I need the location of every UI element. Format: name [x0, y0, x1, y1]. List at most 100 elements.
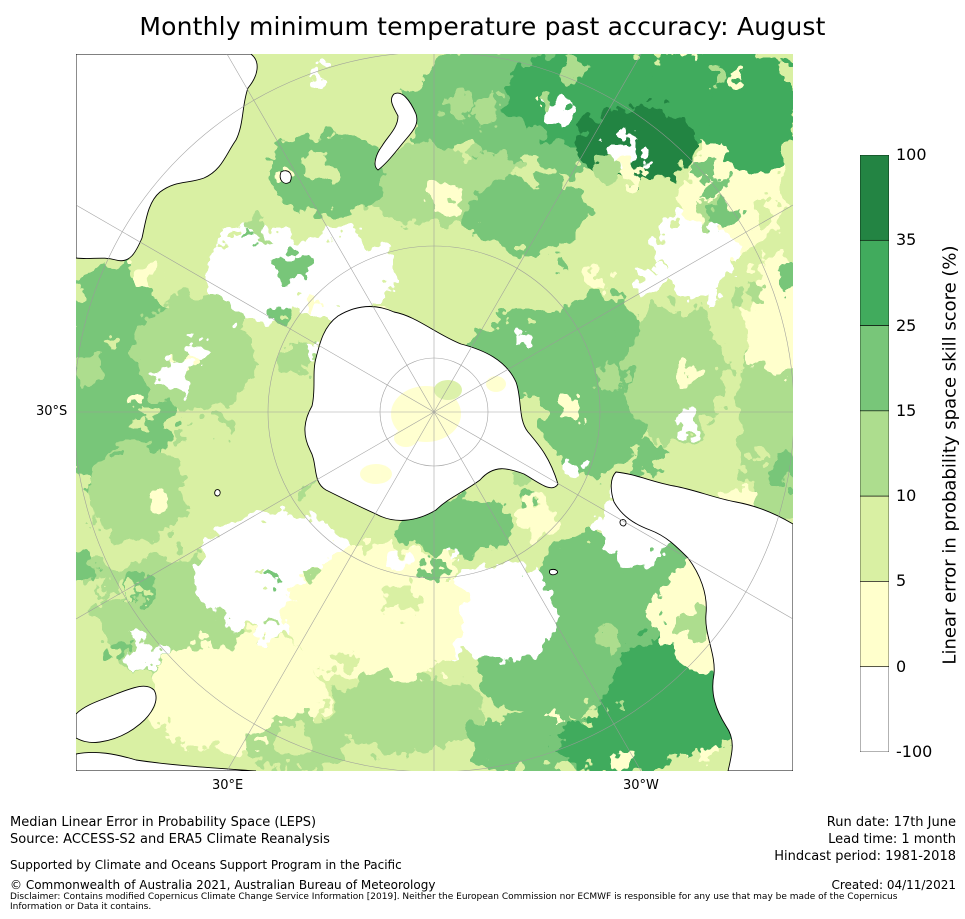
new-zealand-coast [374, 92, 418, 171]
skill-speckle [473, 94, 503, 123]
skill-speckle [701, 290, 718, 307]
colorbar-band [859, 154, 890, 241]
skill-speckle [255, 735, 270, 750]
skill-speckle [136, 266, 157, 287]
skill-speckle [747, 194, 774, 221]
skill-speckle [183, 336, 211, 363]
skill-speckle [212, 620, 238, 647]
skill-speckle [307, 348, 318, 359]
skill-speckle [311, 70, 327, 87]
skill-speckle [281, 342, 312, 374]
skill-speckle [303, 568, 316, 580]
south-america-coast [610, 471, 793, 771]
skill-speckle [128, 392, 143, 407]
lead-time: Lead time: 1 month [828, 832, 956, 847]
skill-speckle [344, 243, 378, 277]
skill-speckle [767, 454, 793, 488]
skill-speckle [136, 409, 153, 425]
skill-speckle [553, 253, 567, 268]
south-africa-coast [76, 685, 157, 743]
australia-coast [76, 54, 258, 262]
skill-speckle [303, 482, 313, 491]
skill-speckle [386, 546, 412, 572]
skill-speckle [269, 695, 296, 722]
skill-speckle [519, 498, 556, 534]
footer-copyright: © Commonwealth of Australia 2021, Austra… [10, 878, 436, 892]
polar-skill-map [76, 54, 793, 771]
lon-label-30e: 30°E [212, 778, 244, 793]
skill-speckle [707, 200, 737, 230]
colorbar-label: Linear error in probability space skill … [939, 245, 961, 665]
skill-speckle [386, 581, 421, 616]
skill-region [556, 714, 676, 771]
skill-speckle [691, 157, 713, 179]
skill-speckle [598, 629, 618, 649]
skill-speckle [121, 582, 142, 603]
skill-speckle [566, 464, 582, 480]
antarctica-texture [360, 376, 506, 484]
skill-speckle [240, 231, 250, 240]
skill-speckle [107, 640, 126, 658]
skill-speckle [635, 265, 665, 294]
skill-region [466, 174, 586, 254]
skill-speckle [705, 172, 727, 195]
skill-speckle [617, 160, 645, 188]
skill-speckle [779, 262, 793, 286]
skill-speckle [79, 308, 115, 344]
skill-speckle [517, 333, 531, 348]
skill-speckle [303, 149, 333, 180]
skill-speckle [532, 163, 550, 181]
skill-region [716, 54, 793, 174]
skill-speckle [697, 743, 715, 761]
skill-speckle [544, 96, 573, 125]
skill-speckle [708, 70, 726, 88]
colorbar-tick-label: 35 [896, 230, 917, 250]
skill-speckle [76, 356, 102, 383]
footer-support: Supported by Climate and Oceans Support … [10, 858, 402, 872]
skill-speckle [426, 179, 460, 213]
skill-speckle [673, 414, 697, 438]
graticule [76, 54, 793, 771]
skill-region [326, 674, 486, 754]
skill-region [436, 564, 556, 664]
skill-region [626, 304, 726, 444]
skill-speckle [213, 414, 231, 432]
skill-speckle [307, 298, 318, 309]
skill-speckle [441, 88, 474, 121]
skill-region [206, 224, 306, 324]
skill-speckle [560, 320, 593, 353]
created-date: Created: 04/11/2021 [831, 878, 956, 892]
colorbar [859, 154, 890, 753]
skill-speckle [530, 96, 539, 105]
skill-speckle [110, 454, 124, 467]
skill-speckle [109, 581, 123, 595]
skill-region [656, 214, 736, 294]
skill-speckle [160, 361, 189, 390]
skill-speckle [450, 550, 460, 560]
skill-speckle [148, 490, 170, 512]
hindcast-period: Hindcast period: 1981-2018 [774, 849, 956, 864]
skill-speckle [611, 750, 631, 770]
footer-method: Median Linear Error in Probability Space… [10, 815, 317, 830]
colorbar-band [859, 581, 890, 668]
coastlines [76, 54, 793, 771]
colorbar-tick-label: 10 [896, 486, 917, 506]
skill-speckle [258, 570, 269, 581]
skill-speckle [555, 714, 566, 725]
lon-label-30w: 30°W [623, 778, 659, 793]
skill-speckle [542, 90, 555, 104]
footer-disclaimer: Disclaimer: Contains modified Copernicus… [10, 892, 898, 912]
skill-speckle [739, 281, 765, 307]
colorbar-tick-label: 15 [896, 400, 917, 420]
chart-title: Monthly minimum temperature past accurac… [139, 12, 826, 41]
skill-speckle [632, 563, 650, 582]
skill-speckle [613, 701, 624, 712]
colorbar-band [859, 495, 890, 582]
skill-region [286, 544, 466, 684]
skill-speckle [106, 337, 117, 348]
skill-speckle [174, 428, 186, 440]
skill-speckle [556, 395, 584, 422]
skill-speckle [128, 634, 163, 670]
skill-speckle [338, 651, 356, 669]
skill-speckle [428, 651, 446, 669]
